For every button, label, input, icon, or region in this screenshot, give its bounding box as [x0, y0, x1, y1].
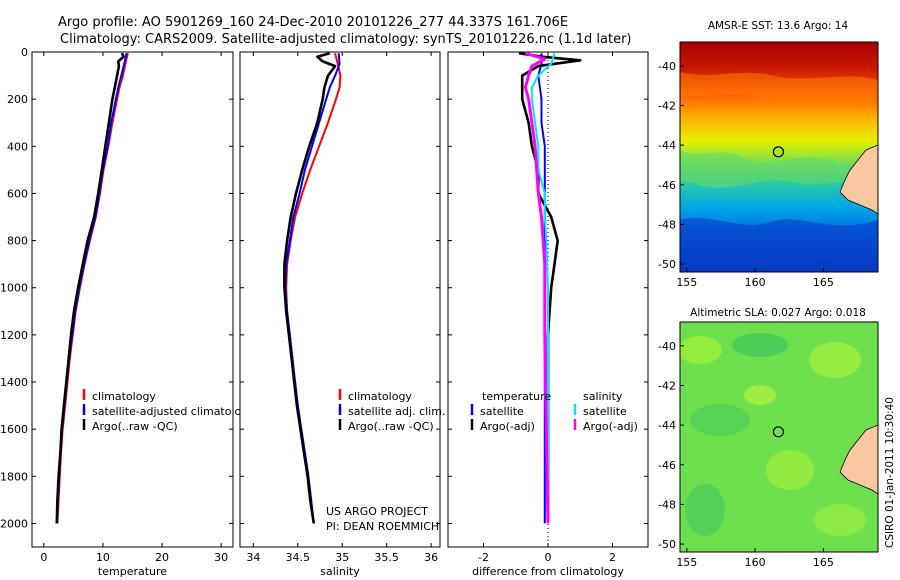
difference-x-label: difference from climatology — [472, 565, 624, 578]
y-tick-label: 1800 — [0, 470, 28, 483]
map-y-tick-label: -46 — [658, 459, 676, 472]
sla-map-frame — [679, 321, 879, 553]
x-tick-label: 30 — [214, 551, 228, 564]
sla-anomaly — [690, 404, 750, 436]
sst-map-frame — [679, 41, 879, 273]
sst-front — [680, 150, 878, 188]
legend-label: satellite — [583, 405, 627, 418]
pi-credit: PI: DEAN ROEMMICH — [326, 520, 439, 533]
legend-label: Argo(-adj) — [480, 420, 535, 433]
map-y-tick-label: -40 — [658, 340, 676, 353]
legend-label: satellite adj. clim. — [348, 405, 445, 418]
legend-label: Argo(-adj) — [583, 420, 638, 433]
difference-series-sal_argo — [523, 51, 550, 524]
sla-anomaly — [766, 450, 814, 490]
sla-float-marker — [772, 426, 785, 438]
y-tick-label: 800 — [7, 235, 28, 248]
map-y-tick-label: -46 — [658, 179, 676, 192]
salinity-panel: 34 34.5 35 35.5 36 salinity climatology satelli… — [239, 51, 445, 578]
legend-label: Argo(..raw -QC) — [348, 420, 434, 433]
legend-label: Argo(..raw -QC) — [92, 420, 178, 433]
map-y-tick-label: -40 — [658, 60, 676, 73]
temperature-axes-frame — [31, 51, 234, 548]
salinity-x-label: salinity — [320, 565, 360, 578]
sla-map: Altimetric SLA: 0.027 Argo: 0.018 155 160… — [658, 307, 879, 569]
sst-cold-band — [680, 218, 878, 272]
map-y-tick-label: -42 — [658, 99, 676, 112]
y-tick-label: 400 — [7, 140, 28, 153]
sla-anomaly — [744, 385, 776, 405]
x-tick-label: 0 — [545, 551, 552, 564]
x-tick-label: 35 — [335, 551, 349, 564]
x-tick-label: 2 — [609, 551, 616, 564]
map-x-tick-label: 165 — [813, 276, 834, 289]
y-tick-label: 1400 — [0, 376, 28, 389]
difference-series-sal_satellite — [530, 52, 556, 524]
sst-map-title: AMSR-E SST: 13.6 Argo: 14 — [708, 20, 849, 32]
sla-map-ticks: 155 160 165 -40 -42 -44 -46 -48 -50 — [658, 340, 834, 569]
y-tick-label: 600 — [7, 187, 28, 200]
map-y-tick-label: -48 — [658, 218, 676, 231]
x-tick-label: 34 — [246, 551, 260, 564]
temperature-x-label: temperature — [98, 565, 167, 578]
title-line-1: Argo profile: AO 5901269_160 24-Dec-2010… — [58, 15, 568, 30]
y-tick-label: 1600 — [0, 423, 28, 436]
legend-label: climatology — [348, 390, 412, 403]
temperature-series-argo — [55, 52, 125, 524]
sla-anomaly — [680, 336, 722, 364]
map-y-tick-label: -50 — [658, 258, 676, 271]
sst-float-marker — [772, 146, 785, 158]
map-x-tick-label: 165 — [813, 556, 834, 569]
sst-map: AMSR-E SST: 13.6 Argo: 14 155 160 165 -40 -4… — [658, 20, 879, 289]
map-y-tick-label: -44 — [658, 419, 676, 432]
sst-warm-band — [680, 72, 878, 105]
y-tick-label: 200 — [7, 93, 28, 106]
y-tick-label: 2000 — [0, 517, 28, 530]
map-y-tick-label: -44 — [658, 139, 676, 152]
timestamp-stamp: CSIRO 01-Jan-2011 10:30:40 — [884, 397, 896, 548]
x-tick-label: 35.5 — [374, 551, 399, 564]
map-y-tick-label: -50 — [658, 538, 676, 551]
legend-label: satellite — [480, 405, 524, 418]
x-tick-label: 34.5 — [286, 551, 311, 564]
project-credit: US ARGO PROJECT — [326, 505, 428, 518]
sla-map-title: Altimetric SLA: 0.027 Argo: 0.018 — [690, 307, 866, 319]
legend-title-temperature: temperature — [482, 390, 551, 403]
temperature-panel: 0 200 400 600 800 1000 1200 1400 1600 1800 2000 0 10… — [0, 46, 255, 578]
new-zealand-coast — [839, 424, 878, 495]
sla-anomaly — [732, 333, 788, 357]
x-tick-label: 20 — [155, 551, 169, 564]
map-x-tick-label: 160 — [745, 556, 766, 569]
legend-label: climatology — [92, 390, 156, 403]
legend-label: satellite-adjusted climatology — [92, 405, 255, 418]
sla-anomaly — [814, 504, 866, 536]
legend-title-salinity: salinity — [583, 390, 623, 403]
y-tick-label: 0 — [21, 46, 28, 59]
x-tick-label: -2 — [478, 551, 489, 564]
sst-map-ticks: 155 160 165 -40 -42 -44 -46 -48 -50 — [658, 60, 834, 289]
salinity-axes-frame — [239, 51, 441, 548]
sla-anomaly — [685, 484, 725, 536]
map-x-tick-label: 155 — [676, 556, 697, 569]
new-zealand-coast — [839, 144, 878, 215]
sla-anomaly — [809, 342, 861, 378]
y-tick-label: 1000 — [0, 282, 28, 295]
title-line-2: Climatology: CARS2009. Satellite-adjuste… — [60, 32, 632, 47]
y-tick-label: 1200 — [0, 329, 28, 342]
salinity-series-argo — [283, 51, 337, 524]
x-tick-label: 10 — [96, 551, 110, 564]
map-x-tick-label: 155 — [676, 276, 697, 289]
x-tick-label: 0 — [40, 551, 47, 564]
map-x-tick-label: 160 — [745, 276, 766, 289]
map-y-tick-label: -48 — [658, 498, 676, 511]
map-y-tick-label: -42 — [658, 379, 676, 392]
x-tick-label: 36 — [424, 551, 438, 564]
